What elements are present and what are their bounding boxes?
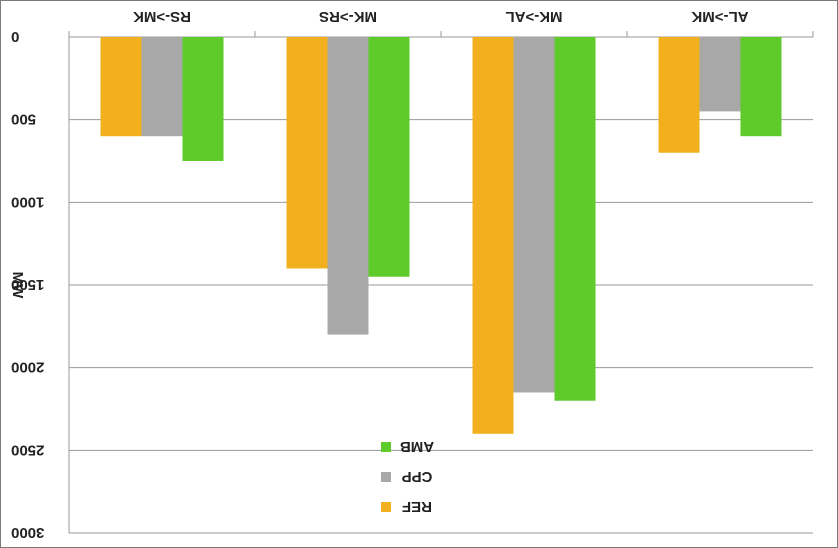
y-tick-label: 3000 bbox=[11, 524, 44, 541]
bar-cpp bbox=[513, 37, 555, 393]
y-tick-label: 500 bbox=[11, 111, 36, 128]
bar-ref bbox=[658, 37, 700, 153]
y-tick-label: 1500 bbox=[11, 276, 44, 293]
x-tick-label: MK->AL bbox=[505, 8, 562, 25]
legend-swatch-ref bbox=[381, 502, 391, 512]
y-axis-title: MW bbox=[9, 272, 26, 299]
bar-amb bbox=[554, 37, 596, 401]
y-tick-label: 2500 bbox=[11, 441, 44, 458]
y-tick-label: 2000 bbox=[11, 359, 44, 376]
y-tick-label: 0 bbox=[11, 28, 19, 45]
bar-ref bbox=[100, 37, 142, 137]
y-tick-label: 1000 bbox=[11, 193, 44, 210]
bar-cpp bbox=[699, 37, 741, 112]
legend-swatch-cpp bbox=[381, 472, 391, 482]
bar-ref bbox=[286, 37, 328, 269]
x-tick-label: AL->MK bbox=[691, 8, 748, 25]
legend-label-amb: AMB bbox=[400, 438, 434, 455]
legend-label-ref: REF bbox=[402, 498, 432, 515]
x-tick-label: MK->RS bbox=[319, 8, 377, 25]
bar-cpp bbox=[141, 37, 183, 137]
legend-swatch-amb bbox=[381, 442, 391, 452]
bar-amb bbox=[740, 37, 782, 137]
legend-label-cpp: CPP bbox=[402, 468, 433, 485]
bar-ref bbox=[472, 37, 514, 434]
bar-amb bbox=[182, 37, 224, 161]
x-tick-label: RS->MK bbox=[133, 8, 191, 25]
bar-cpp bbox=[327, 37, 369, 335]
bar-amb bbox=[368, 37, 410, 277]
